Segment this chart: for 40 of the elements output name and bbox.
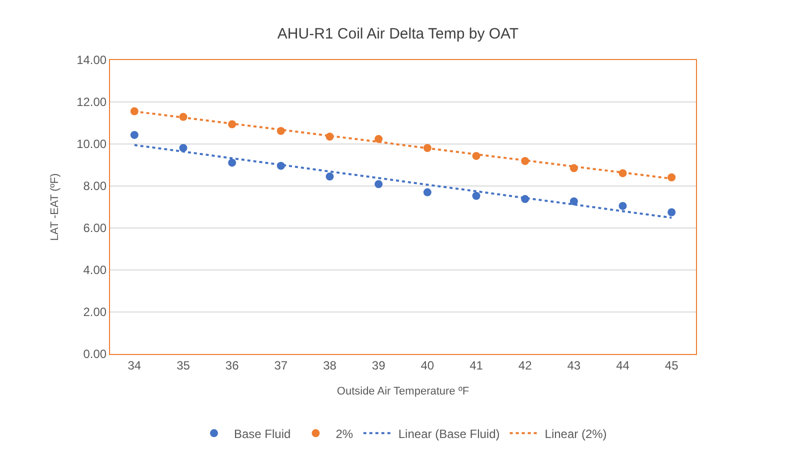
y-tick-label: 10.00 bbox=[76, 137, 107, 152]
point bbox=[472, 192, 480, 200]
point bbox=[374, 180, 383, 188]
legend-label: Base Fluid bbox=[234, 426, 291, 441]
point bbox=[228, 158, 236, 167]
x-tick-label: 41 bbox=[470, 358, 484, 372]
x-tick-label: 39 bbox=[372, 358, 386, 372]
y-tick-label: 6.00 bbox=[83, 221, 107, 236]
x-tick-label: 43 bbox=[567, 358, 581, 372]
y-tick-label: 0.00 bbox=[83, 347, 107, 362]
x-tick-label: 34 bbox=[128, 358, 142, 372]
x-axis-title: Outside Air Temperature ºF bbox=[336, 386, 470, 398]
y-tick-label: 4.00 bbox=[83, 263, 107, 278]
point bbox=[618, 202, 627, 210]
x-tick-label: 36 bbox=[225, 358, 240, 372]
legend-label: Linear (Base Fluid) bbox=[398, 426, 500, 441]
x-tick-label: 37 bbox=[274, 358, 288, 372]
point bbox=[179, 144, 188, 152]
point bbox=[374, 134, 383, 143]
x-tick-label: 42 bbox=[518, 358, 532, 372]
point bbox=[130, 130, 138, 139]
chart-title: AHU-R1 Coil Air Delta Temp by OAT bbox=[277, 25, 519, 42]
x-tick-label: 40 bbox=[420, 358, 434, 372]
y-tick-label: 2.00 bbox=[83, 305, 107, 320]
legend-label: Linear (2%) bbox=[544, 426, 607, 441]
line-series bbox=[133, 144, 673, 219]
point bbox=[326, 172, 334, 181]
y-tick-label: 14.00 bbox=[76, 53, 107, 68]
point bbox=[423, 188, 432, 196]
point bbox=[668, 173, 676, 182]
legend-label: 2% bbox=[336, 426, 354, 441]
x-tick-label: 45 bbox=[664, 358, 679, 372]
point bbox=[668, 208, 676, 216]
y-tick-label: 12.00 bbox=[76, 95, 107, 110]
y-tick-label: 8.00 bbox=[83, 179, 107, 194]
x-tick-label: 38 bbox=[323, 358, 337, 372]
y-axis-title: LAT -EAT (ºF) bbox=[49, 173, 62, 241]
x-tick-label: 44 bbox=[616, 358, 630, 372]
point bbox=[570, 197, 578, 206]
x-tick-label: 35 bbox=[176, 358, 190, 372]
